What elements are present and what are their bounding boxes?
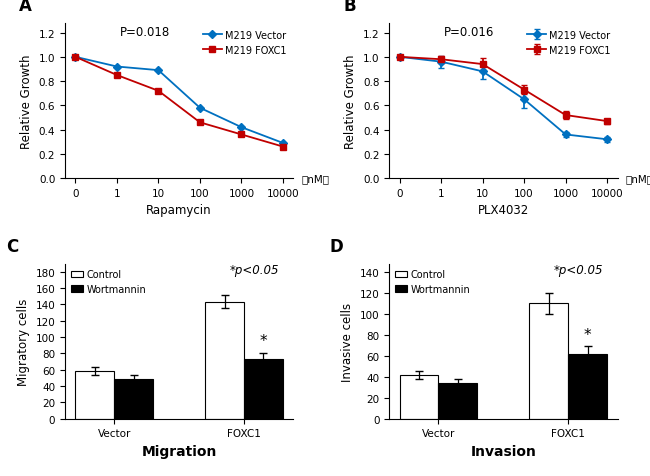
Bar	[439, 383, 477, 419]
Text: *p<0.05: *p<0.05	[229, 263, 279, 276]
M219 Vector	[196, 106, 204, 111]
Text: P=0.016: P=0.016	[444, 26, 495, 39]
M219 FOXC1	[279, 144, 287, 150]
M219 FOXC1	[237, 132, 245, 138]
X-axis label: PLX4032: PLX4032	[478, 204, 529, 217]
Text: A: A	[20, 0, 32, 15]
Legend: Control, Wortmannin: Control, Wortmannin	[394, 269, 471, 296]
Legend: Control, Wortmannin: Control, Wortmannin	[70, 269, 147, 296]
Bar	[114, 379, 153, 419]
Text: *p<0.05: *p<0.05	[554, 263, 603, 276]
Text: *: *	[584, 327, 592, 342]
Line: M219 Vector: M219 Vector	[73, 55, 286, 147]
Y-axis label: Relative Growth: Relative Growth	[20, 54, 33, 149]
Bar	[244, 359, 283, 419]
Text: *: *	[259, 333, 267, 348]
Legend: M219 Vector, M219 FOXC1: M219 Vector, M219 FOXC1	[525, 29, 613, 57]
M219 FOXC1	[72, 55, 79, 60]
Line: M219 FOXC1: M219 FOXC1	[73, 55, 286, 150]
X-axis label: Invasion: Invasion	[471, 444, 536, 458]
M219 Vector	[72, 55, 79, 60]
Bar	[75, 372, 114, 419]
Text: C: C	[6, 238, 18, 256]
Legend: M219 Vector, M219 FOXC1: M219 Vector, M219 FOXC1	[201, 29, 289, 57]
Bar	[568, 354, 607, 419]
Bar	[529, 304, 568, 419]
Y-axis label: Relative Growth: Relative Growth	[344, 54, 358, 149]
Text: D: D	[330, 238, 344, 256]
M219 FOXC1	[155, 89, 162, 94]
M219 Vector	[237, 125, 245, 131]
M219 Vector	[279, 141, 287, 147]
Y-axis label: Invasive cells: Invasive cells	[341, 302, 354, 381]
Text: B: B	[344, 0, 356, 15]
X-axis label: Rapamycin: Rapamycin	[146, 204, 212, 217]
Text: P=0.018: P=0.018	[120, 26, 170, 39]
Bar	[205, 302, 244, 419]
X-axis label: Migration: Migration	[142, 444, 217, 458]
M219 FOXC1	[196, 120, 204, 126]
M219 Vector	[113, 65, 121, 70]
M219 Vector	[155, 68, 162, 74]
Y-axis label: Migratory cells: Migratory cells	[17, 298, 30, 385]
Text: （nM）: （nM）	[626, 174, 650, 184]
Text: （nM）: （nM）	[302, 174, 330, 184]
M219 FOXC1	[113, 73, 121, 79]
Bar	[400, 375, 439, 419]
